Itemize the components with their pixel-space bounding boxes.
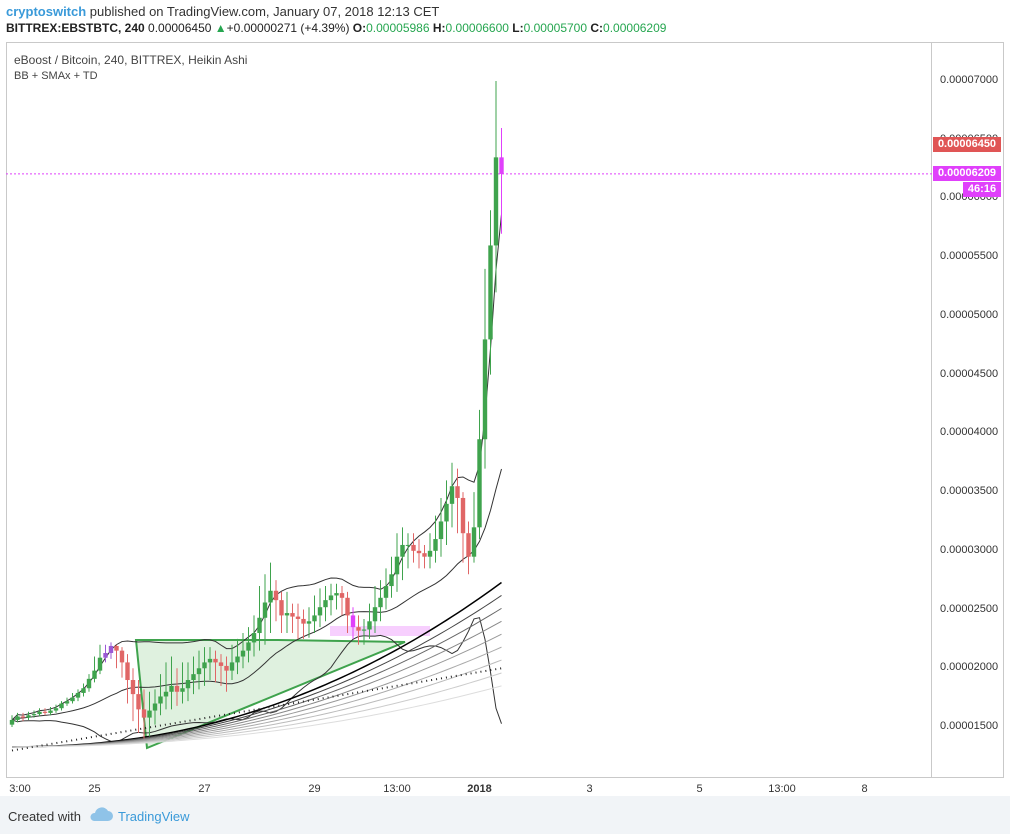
chart-legend-indicators: BB + SMAx + TD: [14, 70, 98, 82]
symbol-label: BITTREX:EBSTBTC, 240: [6, 21, 145, 35]
high-value: 0.00006600: [445, 21, 509, 35]
x-tick-label: 29: [308, 783, 321, 795]
x-tick-label: 13:00: [383, 783, 411, 795]
x-tick-label: 3: [586, 783, 593, 795]
y-tick-label: 0.00003500: [940, 485, 999, 498]
x-tick-label: 13:00: [768, 783, 796, 795]
price-axis[interactable]: [932, 42, 1004, 778]
ohlc-line: BITTREX:EBSTBTC, 240 0.00006450 ▲+0.0000…: [6, 21, 666, 35]
last-price-badge: 0.00006450: [933, 137, 1001, 152]
x-tick-label: 25: [88, 783, 101, 795]
y-tick-label: 0.00002000: [940, 661, 999, 674]
x-tick-label: 5: [696, 783, 703, 795]
x-tick-label: 27: [198, 783, 211, 795]
price-change: +0.00000271 (+4.39%): [226, 21, 350, 35]
footer-bar: Created with TradingView: [0, 796, 1010, 834]
y-tick-label: 0.00001500: [940, 720, 999, 732]
y-tick-label: 0.00004500: [940, 367, 999, 380]
close-price-badge: 0.00006209: [933, 166, 1001, 181]
chart-legend-title: eBoost / Bitcoin, 240, BITTREX, Heikin A…: [14, 53, 248, 67]
countdown-badge: 46:16: [963, 182, 1001, 197]
publish-line: cryptoswitch published on TradingView.co…: [6, 4, 439, 19]
y-tick-label: 0.00004000: [940, 426, 999, 439]
y-tick-label: 0.00002500: [940, 602, 999, 615]
x-tick-label: 3:00: [9, 783, 31, 795]
last-price: 0.00006450: [148, 21, 212, 35]
y-tick-label: 0.00005500: [940, 250, 999, 263]
publish-info: published on TradingView.com, January 07…: [86, 4, 440, 19]
y-tick-label: 0.00007000: [940, 74, 999, 86]
chart-plot-area[interactable]: [6, 42, 932, 778]
tradingview-cloud-icon: [90, 807, 113, 821]
high-label: H:: [432, 21, 446, 35]
y-tick-label: 0.00003000: [940, 543, 999, 556]
x-tick-label: 2018: [467, 783, 492, 795]
created-with-label: Created with: [8, 809, 81, 824]
open-label: O:: [352, 21, 367, 35]
close-label: C:: [590, 21, 604, 35]
y-tick-label: 0.00005000: [940, 308, 999, 321]
low-value: 0.00005700: [523, 21, 588, 35]
open-value: 0.00005986: [366, 21, 430, 35]
low-label: L:: [512, 21, 524, 35]
x-tick-label: 8: [861, 783, 868, 795]
up-arrow-icon: ▲: [214, 21, 227, 35]
author-link[interactable]: cryptoswitch: [6, 4, 87, 19]
close-value: 0.00006209: [603, 21, 667, 35]
tradingview-link[interactable]: TradingView: [118, 809, 190, 824]
